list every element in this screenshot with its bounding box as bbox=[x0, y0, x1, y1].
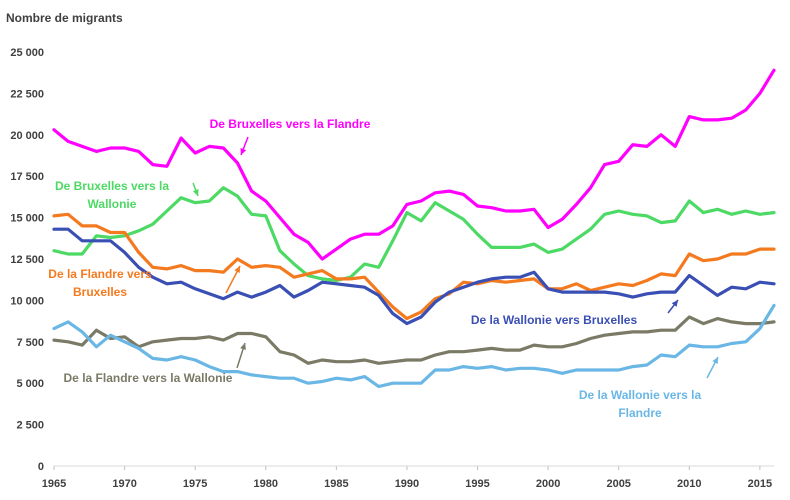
y-tick-label: 17 500 bbox=[10, 171, 44, 183]
series-line bbox=[52, 227, 776, 326]
y-tick-label: 0 bbox=[38, 461, 44, 473]
annotation-label: Wallonie bbox=[88, 197, 137, 211]
series-line bbox=[52, 186, 776, 283]
series-line bbox=[52, 68, 776, 261]
annotation-label: De la Flandre vers bbox=[48, 267, 152, 281]
annotation-arrowhead bbox=[671, 300, 678, 307]
x-tick-label: 1980 bbox=[254, 478, 278, 490]
y-axis-ticks: 0 2 500 5 000 7 500 10 000 12 500 15 000 17 500… bbox=[10, 47, 44, 473]
x-tick-label: 2005 bbox=[606, 478, 630, 490]
y-tick-label: 7 500 bbox=[16, 337, 44, 349]
y-tick-label: 15 000 bbox=[10, 213, 44, 225]
annotation-label: De la Wallonie vers la bbox=[579, 388, 702, 402]
x-axis-ticks: 1965 1970 1975 1980 1985 1990 1995 2000 2005 2010… bbox=[42, 466, 772, 490]
y-tick-label: 12 500 bbox=[10, 254, 44, 266]
x-tick-label: 1975 bbox=[183, 478, 207, 490]
annotation: De Bruxelles vers la Flandre bbox=[210, 117, 371, 156]
annotation-label: De la Wallonie vers Bruxelles bbox=[471, 313, 638, 327]
annotation: De la Wallonie vers la Flandre bbox=[579, 356, 719, 420]
annotation-arrowhead bbox=[234, 266, 240, 273]
annotation-label: Flandre bbox=[618, 406, 662, 420]
y-tick-label: 10 000 bbox=[10, 295, 44, 307]
y-tick-label: 25 000 bbox=[10, 47, 44, 59]
x-tick-label: 2015 bbox=[748, 478, 772, 490]
series-line bbox=[52, 315, 776, 365]
annotation-arrowhead bbox=[712, 357, 718, 364]
x-tick-label: 1995 bbox=[465, 478, 489, 490]
series-line bbox=[52, 303, 776, 389]
x-tick-label: 1965 bbox=[42, 478, 66, 490]
annotation-label: De Bruxelles vers la Flandre bbox=[210, 117, 371, 131]
x-tick-label: 2010 bbox=[677, 478, 701, 490]
annotation-label: Bruxelles bbox=[73, 285, 127, 299]
annotation-label: De la Flandre vers la Wallonie bbox=[64, 371, 233, 385]
y-axis-title: Nombre de migrants bbox=[6, 11, 123, 25]
x-tick-label: 1985 bbox=[324, 478, 348, 490]
series-line bbox=[52, 212, 776, 321]
y-tick-label: 2 500 bbox=[16, 420, 44, 432]
annotation: De la Wallonie vers Bruxelles bbox=[471, 299, 679, 327]
annotation-arrowhead bbox=[192, 189, 199, 196]
annotation-group: De Bruxelles vers la Flandre De Bruxelles… bbox=[48, 117, 719, 420]
series-group bbox=[52, 68, 776, 389]
x-tick-label: 1990 bbox=[395, 478, 419, 490]
y-tick-label: 5 000 bbox=[16, 378, 44, 390]
x-tick-label: 2000 bbox=[536, 478, 560, 490]
annotation-arrowhead bbox=[240, 343, 246, 350]
annotation: De la Flandre vers Bruxelles bbox=[48, 265, 241, 299]
y-tick-label: 20 000 bbox=[10, 130, 44, 142]
annotation: De la Flandre vers la Wallonie bbox=[64, 342, 246, 385]
annotation-label: De Bruxelles vers la bbox=[55, 179, 169, 193]
x-tick-label: 1970 bbox=[112, 478, 136, 490]
y-tick-label: 22 500 bbox=[10, 88, 44, 100]
annotation-arrowhead bbox=[240, 148, 247, 155]
annotation: De Bruxelles vers la Wallonie bbox=[55, 179, 199, 211]
